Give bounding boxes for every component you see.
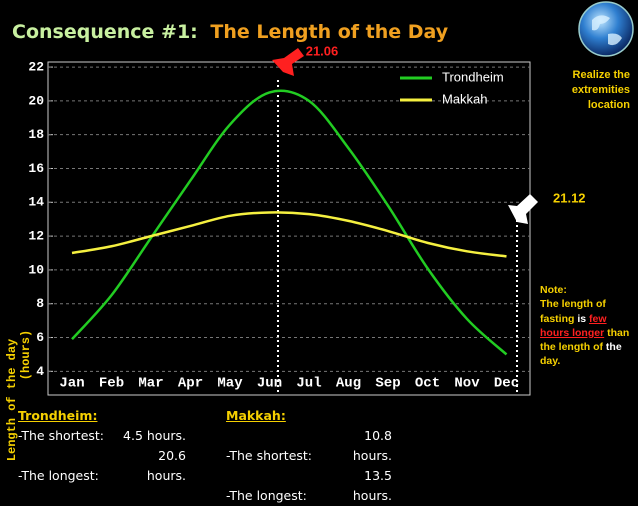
note-segment: fasting (540, 312, 575, 325)
stats-row: -The longest: 13.5 hours. (226, 466, 392, 506)
y-tick-label: 6 (36, 330, 44, 345)
stats-group: Makkah: -The shortest:10.8 hours. -The lon… (226, 406, 392, 506)
x-tick-label: Dec (494, 376, 519, 392)
slide-title: Consequence #1: The Length of the Day (12, 21, 449, 43)
plot-frame (47, 61, 531, 396)
legend-label: Trondheim (442, 69, 504, 84)
chart: Consequence #1: The Length of the Day Le… (5, 1, 634, 461)
y-axis-label: Length of the day (hours) (5, 330, 33, 461)
stats-cell: 10.8 hours. (352, 428, 392, 463)
stats-cell: -The longest: (18, 468, 99, 483)
stats-heading: Trondheim: (18, 408, 98, 423)
y-tick-label: 4 (36, 364, 44, 379)
y-axis-label-line: Length of the day (5, 339, 19, 461)
globe-icon (578, 1, 634, 57)
x-tick-label: Oct (415, 376, 440, 392)
note-segment: than the length of (540, 326, 630, 354)
y-tick-label: 18 (28, 127, 44, 142)
x-tick-label: Aug (336, 376, 361, 392)
stats-group: Trondheim: -The shortest: 4.5 hours. -The l… (18, 406, 186, 486)
title-main: The Length of the Day (210, 21, 448, 43)
x-tick-label: Sep (375, 376, 400, 392)
x-tick-label: Jul (296, 376, 321, 392)
slide: {"title": {"lead": "Consequence #1:", "m… (5, 1, 634, 503)
stats-cell: -The shortest: (18, 428, 105, 443)
x-tick-label: Nov (454, 376, 480, 392)
x-tick-label: Feb (99, 376, 124, 392)
note: Note: The length of fasting is few hours… (540, 283, 632, 369)
stats-cell: 20.6 hours. (146, 448, 186, 483)
y-tick-label: 16 (28, 161, 44, 176)
note-segment: is (577, 312, 587, 325)
y-tick-label: 22 (28, 60, 44, 75)
stats-row: -The shortest: 4.5 hours. (18, 426, 186, 446)
title-lead: Consequence #1: (12, 21, 198, 43)
annotation-arrow (272, 48, 304, 76)
annotation-arrow (508, 194, 538, 224)
stats-cell: -The longest: (226, 488, 307, 503)
x-tick-label: Mar (138, 376, 163, 392)
x-tick-label: Jun (257, 376, 282, 392)
y-tick-label: 20 (28, 93, 44, 108)
y-tick-label: 8 (36, 296, 44, 311)
stats-cell: -The shortest: (226, 448, 313, 463)
x-tick-label: Jan (59, 376, 84, 392)
side-note: Realize the extremities location (571, 69, 630, 111)
note-segment: the (605, 341, 622, 354)
stats-row: -The shortest: 10.8 hours. (226, 426, 392, 466)
annotation: 21.12 (553, 190, 586, 205)
note-segment: day. (540, 355, 561, 368)
annotation: 21.06 (306, 43, 339, 58)
note-segment: The length of (540, 298, 606, 311)
series-line (71, 211, 507, 258)
stats-cell: 13.5 hours. (352, 468, 392, 503)
stats-heading: Makkah: (226, 408, 286, 423)
legend-label: Makkah (442, 91, 488, 106)
x-tick-label: May (217, 376, 243, 392)
y-axis-label-line: (hours) (19, 330, 33, 380)
stats-cell: 4.5 hours. (123, 428, 186, 443)
y-tick-label: 14 (28, 195, 44, 210)
y-tick-label: 10 (28, 262, 44, 277)
series-line (71, 89, 508, 356)
y-tick-label: 12 (28, 229, 44, 244)
stats-row: -The longest: 20.6 hours. (18, 446, 186, 486)
note-segment: few hours longer (540, 312, 607, 339)
note-segment: Note: (540, 284, 567, 296)
x-tick-label: Apr (178, 376, 203, 392)
